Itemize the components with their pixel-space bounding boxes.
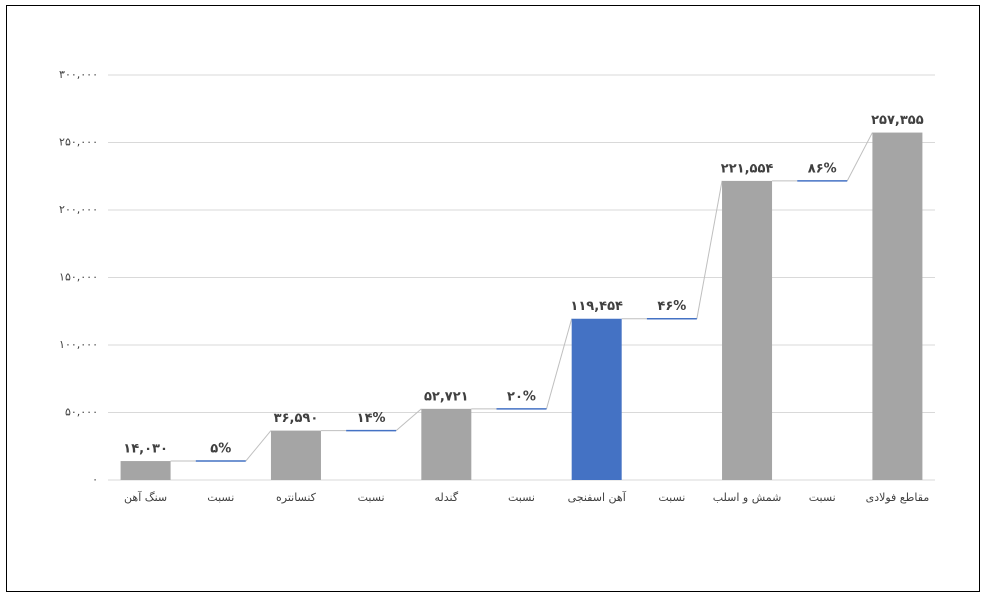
data-label: ۵۲,۷۲۱ <box>424 389 469 404</box>
y-tick-label: ۲۵۰,۰۰۰ <box>59 136 98 149</box>
bar <box>421 408 472 480</box>
y-tick-label: ۰ <box>92 473 98 486</box>
y-tick-label: ۵۰,۰۰۰ <box>65 406 98 419</box>
bar <box>872 132 923 481</box>
y-tick-label: ۲۰۰,۰۰۰ <box>59 203 98 216</box>
data-label: ۱۴,۰۳۰ <box>123 442 168 457</box>
data-label: ۱۱۹,۴۵۴ <box>570 299 623 314</box>
bar <box>571 318 622 480</box>
x-tick-label: نسبت <box>508 491 535 504</box>
y-tick-label: ۱۵۰,۰۰۰ <box>59 271 98 284</box>
data-label: ۲۵۷,۳۵۵ <box>871 113 924 128</box>
y-tick-label: ۱۰۰,۰۰۰ <box>59 338 98 351</box>
x-tick-label: مقاطع فولادی <box>866 491 930 504</box>
connector <box>395 408 422 431</box>
x-tick-label: نسبت <box>207 491 234 504</box>
x-tick-label: آهن اسفنجی <box>568 490 627 504</box>
ratio-label: ۱۴% <box>357 411 386 426</box>
x-tick-label: کنسانتره <box>276 491 317 504</box>
x-tick-label: سنگ آهن <box>124 490 167 504</box>
x-tick-label: گندله <box>435 491 459 504</box>
ratio-label: ۴۶% <box>657 299 686 314</box>
connector <box>696 180 723 319</box>
ratio-label: ۵% <box>210 442 231 457</box>
x-tick-label: نسبت <box>809 491 836 504</box>
connector <box>546 318 573 409</box>
x-tick-label: نسبت <box>358 491 385 504</box>
ratio-label: ۸۶% <box>808 161 837 176</box>
bar <box>120 461 171 480</box>
data-label: ۳۶,۵۹۰ <box>274 411 319 426</box>
x-tick-label: نسبت <box>658 491 685 504</box>
data-label: ۲۲۱,۵۵۴ <box>721 161 774 176</box>
connector <box>846 132 873 182</box>
chart-frame <box>6 5 980 592</box>
bar <box>270 430 321 480</box>
ratio-label: ۲۰% <box>507 389 536 404</box>
connector <box>245 430 272 462</box>
y-tick-label: ۳۰۰,۰۰۰ <box>59 68 98 81</box>
bar <box>722 180 773 480</box>
x-tick-label: شمش و اسلب <box>713 491 782 504</box>
